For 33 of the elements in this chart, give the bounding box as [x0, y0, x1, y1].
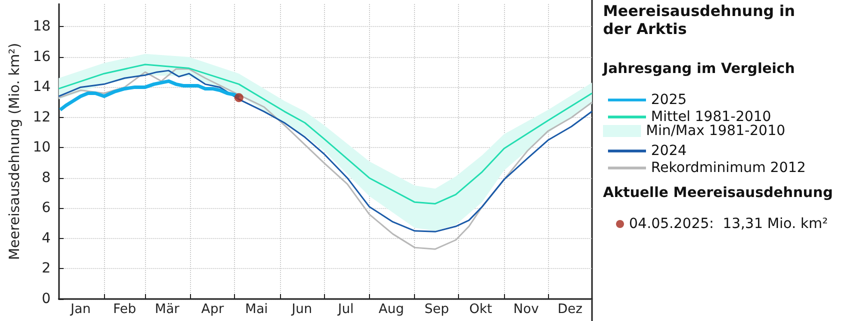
y-tick-label: 6 [42, 200, 51, 216]
legend-title: Jahresgang im Vergleich [602, 61, 795, 77]
y-tick-label: 10 [32, 140, 51, 156]
x-tick-label: Nov [513, 302, 540, 317]
legend-label: Mittel 1981-2010 [651, 109, 772, 125]
text: Meereisausdehnung in der Arktis [603, 2, 796, 38]
x-tick-label: Jan [70, 302, 91, 317]
y-tick-label: 14 [32, 79, 51, 96]
legend-label: 2025 [651, 92, 687, 108]
line-series [58, 64, 593, 204]
x-tick-label: Mai [245, 302, 268, 317]
x-tick-label: Apr [201, 302, 224, 317]
text: Aktuelle Meereisausdehnung [603, 185, 833, 201]
y-tick-label: 18 [32, 18, 51, 35]
x-tick-label: Sep [424, 302, 449, 317]
x-tick-label: Jun [290, 302, 312, 317]
legend-label: Rekordminimum 2012 [651, 160, 806, 176]
y-axis-title: Meereisausdehnung (Mio. km²) [7, 42, 23, 260]
y-tick-label: 16 [32, 48, 51, 65]
text: Min/Max 1981-2010 [646, 123, 786, 139]
x-tick-label: Mär [154, 302, 180, 317]
x-tick-label: Jul [337, 302, 354, 317]
y-tick-label: 8 [42, 170, 51, 186]
x-tick-label: Okt [469, 302, 492, 317]
y-tick-label: 0 [42, 291, 51, 307]
x-tick-label: Aug [378, 302, 404, 317]
y-tick-label: 2 [42, 260, 51, 277]
legend-label: 04.05.2025: 13,31 Mio. km² [629, 216, 828, 232]
x-tick-label: Dez [558, 302, 583, 317]
legend-label: 2024 [651, 143, 687, 159]
y-tick-label: 12 [32, 109, 51, 126]
x-tick-label: Feb [113, 302, 136, 317]
y-tick-label: 4 [42, 230, 51, 246]
